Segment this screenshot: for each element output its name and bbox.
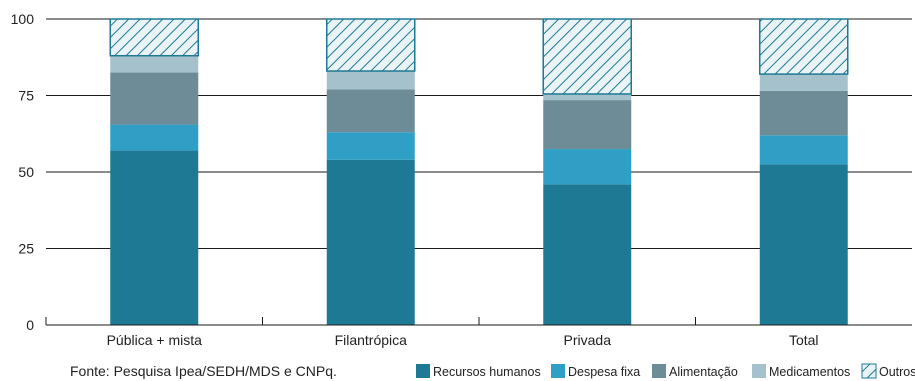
legend: Recursos humanos Despesa fixa Alimentação M… [416,363,915,379]
bar-segment [759,18,849,75]
legend-label: Despesa fixa [568,365,640,379]
legend-swatch [416,364,430,378]
y-tick-label: 25 [18,241,34,257]
bar-segment [326,159,415,325]
legend-label: Recursos humanos [433,365,541,379]
legend-swatch [752,364,766,378]
bar-segment [759,164,848,325]
bar-segment [759,74,848,91]
bar-segment [542,18,632,95]
x-tick-label: Filantrópica [335,332,408,348]
legend-label: Alimentação [669,365,738,379]
legend-swatch [652,364,666,378]
legend-label: Medicamentos [769,365,850,379]
x-tick-label: Privada [564,332,612,348]
legend-swatch [861,363,877,379]
axes-group: 0 25 50 75 100 Pública + mista Filantrópica Pri… [11,11,912,348]
bar-segment [326,132,415,160]
bar-segment [110,124,199,151]
y-tick-label: 100 [11,11,35,27]
bar-segment [109,18,199,57]
x-tick-label: Pública + mista [107,332,203,348]
source-note: Fonte: Pesquisa Ipea/SEDH/MDS e CNPq. [70,363,337,379]
bar-segment [326,71,415,90]
bar-segment [110,150,199,325]
bar-segment [110,72,199,125]
y-tick-label: 50 [18,164,34,180]
bar-segment [543,93,632,101]
bar-segment [326,18,416,72]
x-tick-label: Total [789,332,819,348]
bar-segment [110,55,199,73]
bar-segment [543,149,632,185]
bar-segment [759,135,848,165]
bars-group [109,18,849,325]
y-tick-label: 0 [26,317,34,333]
legend-label: Outros [879,365,915,379]
bar-segment [543,100,632,150]
bar-segment [759,90,848,136]
bar-segment [543,184,632,325]
legend-swatch [551,364,565,378]
bar-segment [326,89,415,133]
y-tick-label: 75 [18,88,34,104]
